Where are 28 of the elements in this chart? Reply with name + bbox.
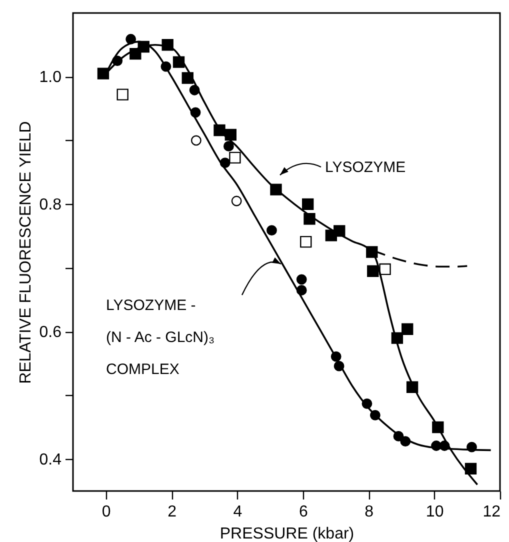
y-tick-label: 0.4 <box>39 452 62 469</box>
point <box>231 196 242 206</box>
annotation: LYSOZYME - (N - Ac - GLcN)₃ COMPLEX <box>106 297 215 378</box>
point <box>190 135 202 146</box>
y-tick-label: 0.6 <box>39 324 62 342</box>
x-tick-label: 8 <box>364 504 374 520</box>
x-tick-label: 10 <box>426 504 444 520</box>
x-tick-label: 0 <box>102 504 111 520</box>
point <box>367 265 379 277</box>
y-tick-label: 0.8 <box>39 196 62 214</box>
point <box>402 323 414 335</box>
point <box>97 68 110 80</box>
y-tick-label: 1.0 <box>39 69 62 86</box>
x-axis-title: PRESSURE (kbar) <box>220 526 354 542</box>
x-tick-label: 4 <box>233 504 242 520</box>
point <box>116 88 128 100</box>
point <box>223 141 234 152</box>
point <box>302 198 314 210</box>
point <box>379 263 391 276</box>
x-tick-label: 12 <box>482 504 501 520</box>
x-tick-label: 6 <box>298 504 308 520</box>
y-axis-title: RELATIVE FLUORESCENCE YIELD <box>17 121 34 384</box>
point <box>300 236 312 248</box>
point <box>229 152 241 164</box>
point <box>296 274 307 285</box>
annotation: LYSOZYME <box>325 159 406 176</box>
point <box>266 225 277 236</box>
x-tick-label: 2 <box>168 504 177 520</box>
